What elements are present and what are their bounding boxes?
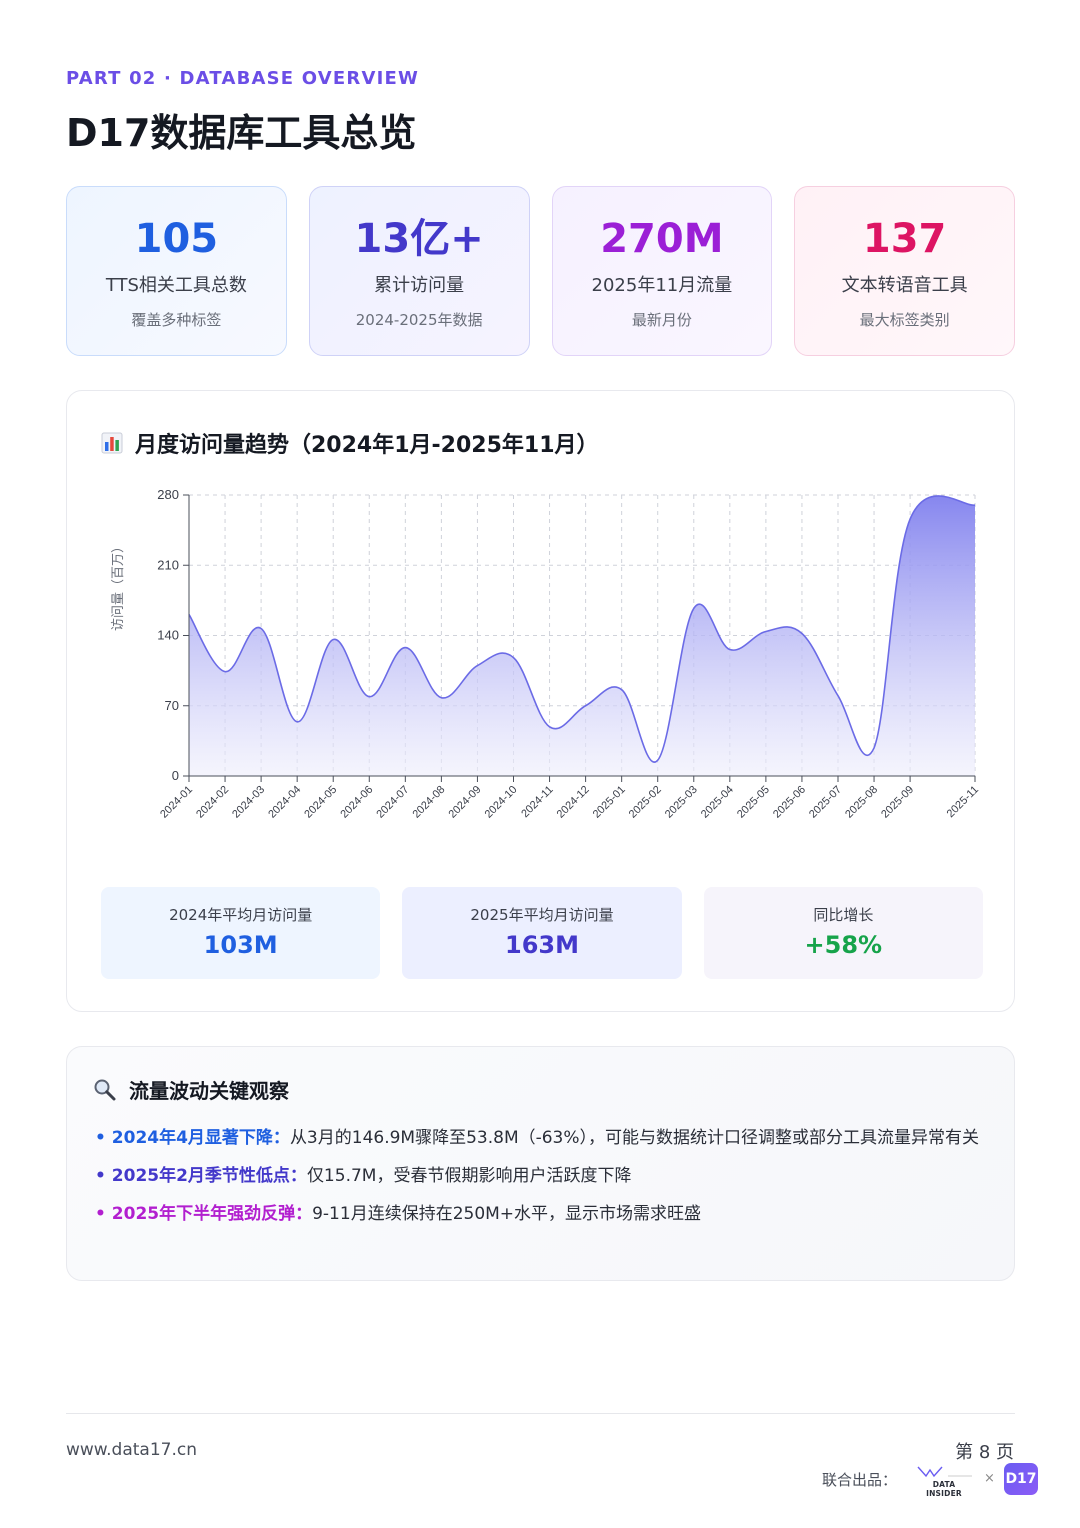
x-tick-label: 2024-05: [302, 784, 339, 821]
x-tick-label: 2025-08: [843, 784, 880, 821]
y-tick-label: 70: [165, 698, 179, 713]
observation-key: • 2024年4月显著下降：: [95, 1128, 290, 1148]
observation-text: 9-11月连续保持在250M+水平，显示市场需求旺盛: [312, 1204, 702, 1224]
summary-value: +58%: [804, 931, 883, 959]
stat-card-nov-traffic: 270M 2025年11月流量 最新月份: [551, 186, 773, 356]
x-tick-label: 2025-07: [807, 784, 844, 821]
summary-label: 2025年平均月访问量: [470, 906, 614, 924]
bar-chart-icon: [101, 432, 123, 454]
stat-sub: 覆盖多种标签: [131, 311, 222, 329]
x-tick-label: 2024-04: [266, 784, 303, 821]
x-tick-label: 2025-06: [771, 784, 808, 821]
observations-title: 流量波动关键观察: [129, 1079, 289, 1103]
y-axis-label: 访问量（百万）: [111, 540, 126, 631]
y-tick-label: 140: [157, 628, 179, 643]
traffic-area-chart: 0 70 140 210 280 2024-01 2024-02 2024-03 2024-04…: [111, 487, 981, 821]
page-number: 第 8 页: [955, 1442, 1014, 1463]
data-insider-logo: DATA INSIDER: [914, 1464, 974, 1498]
stat-label: 文本转语音工具: [841, 275, 968, 296]
observation-item: • 2025年下半年强劲反弹：9-11月连续保持在250M+水平，显示市场需求旺…: [95, 1201, 985, 1228]
stat-label: 累计访问量: [374, 275, 465, 296]
magnifier-icon: [94, 1079, 116, 1100]
footer-divider: [66, 1413, 1015, 1414]
footer-url[interactable]: www.data17.cn: [66, 1440, 198, 1460]
observation-text: 仅15.7M，受春节假期影响用户活跃度下降: [306, 1166, 632, 1186]
x-tick-label: 2025-02: [627, 784, 664, 821]
part-label: PART 02 · DATABASE OVERVIEW: [66, 68, 420, 89]
stat-value: 13亿+: [354, 216, 484, 262]
summary-label: 2024年平均月访问量: [169, 906, 313, 924]
x-tick-label: 2024-08: [410, 784, 447, 821]
observations-list: • 2024年4月显著下降：从3月的146.9M骤降至53.8M（-63%），可…: [95, 1125, 985, 1239]
chart-panel: 0 70 140 210 280 2024-01 2024-02 2024-03 2024-04…: [66, 390, 1015, 1012]
stat-label: 2025年11月流量: [591, 275, 733, 296]
summary-value: 103M: [203, 931, 278, 959]
chart-title: 月度访问量趋势（2024年1月-2025年11月）: [135, 433, 599, 458]
stat-sub: 最大标签类别: [859, 311, 950, 329]
joint-production-label: 联合出品：: [822, 1471, 898, 1489]
x-tick-label: 2025-05: [735, 784, 772, 821]
observation-key: • 2025年下半年强劲反弹：: [95, 1204, 313, 1224]
times-sign: ×: [984, 1471, 995, 1486]
y-tick-label: 0: [172, 768, 179, 783]
x-tick-label: 2025-01: [591, 784, 628, 821]
summary-cards: 2024年平均月访问量 103M 2025年平均月访问量 163M 同比增长 +…: [101, 887, 983, 979]
chart-heading: 月度访问量趋势（2024年1月-2025年11月）: [101, 427, 599, 459]
observation-key: • 2025年2月季节性低点：: [95, 1166, 307, 1186]
summary-value: 163M: [505, 931, 579, 959]
stat-sub: 最新月份: [631, 311, 692, 329]
stat-cards: 105 TTS相关工具总数 覆盖多种标签 13亿+ 累计访问量 2024-202…: [66, 186, 1015, 356]
x-tick-label: 2024-06: [338, 784, 375, 821]
summary-label: 同比增长: [813, 906, 874, 924]
x-tick-label: 2024-09: [447, 784, 484, 821]
x-tick-label: 2024-10: [483, 784, 520, 821]
page-title: D17数据库工具总览: [66, 111, 417, 155]
x-tick-label: 2024-03: [230, 784, 267, 821]
y-tick-label: 280: [157, 487, 179, 502]
y-tick-label: 210: [157, 557, 179, 572]
observation-item: • 2024年4月显著下降：从3月的146.9M骤降至53.8M（-63%），可…: [95, 1125, 985, 1152]
data-insider-mark-icon: [917, 1466, 972, 1478]
x-tick-label: 2024-01: [158, 784, 195, 821]
summary-card-2024: 2024年平均月访问量 103M: [101, 887, 381, 979]
x-tick-label: 2025-04: [699, 784, 736, 821]
observation-item: • 2025年2月季节性低点：仅15.7M，受春节假期影响用户活跃度下降: [95, 1163, 985, 1190]
observation-text: 从3月的146.9M骤降至53.8M（-63%），可能与数据统计口径调整或部分工…: [289, 1128, 980, 1148]
x-tick-label: 2024-12: [555, 784, 592, 821]
observations-heading: 流量波动关键观察: [93, 1075, 289, 1104]
observations-panel: 流量波动关键观察 • 2024年4月显著下降：从3月的146.9M骤降至53.8…: [66, 1046, 1015, 1281]
stat-value: 105: [134, 216, 219, 262]
stat-sub: 2024-2025年数据: [355, 311, 483, 329]
x-tick-label: 2025-11: [945, 784, 981, 820]
x-tick-label: 2024-07: [374, 784, 411, 821]
stat-card-tts-tools: 137 文本转语音工具 最大标签类别: [794, 186, 1015, 356]
area-fill: [189, 495, 975, 776]
x-tick-label: 2025-03: [663, 784, 700, 821]
stat-label: TTS相关工具总数: [105, 275, 247, 296]
stat-card-visits: 13亿+ 累计访问量 2024-2025年数据: [308, 186, 530, 356]
summary-card-2025: 2025年平均月访问量 163M: [402, 887, 682, 979]
x-tick-label: 2024-11: [519, 784, 555, 820]
summary-card-growth: 同比增长 +58%: [703, 887, 983, 979]
d17-logo-badge: D17: [1004, 1463, 1038, 1495]
x-tick-label: 2025-09: [879, 784, 916, 821]
stat-card-tools: 105 TTS相关工具总数 覆盖多种标签: [66, 186, 287, 356]
data-insider-logo-text: DATA INSIDER: [926, 1480, 962, 1498]
stat-value: 270M: [600, 216, 724, 262]
x-tick-label: 2024-02: [194, 784, 231, 821]
stat-value: 137: [862, 216, 947, 262]
